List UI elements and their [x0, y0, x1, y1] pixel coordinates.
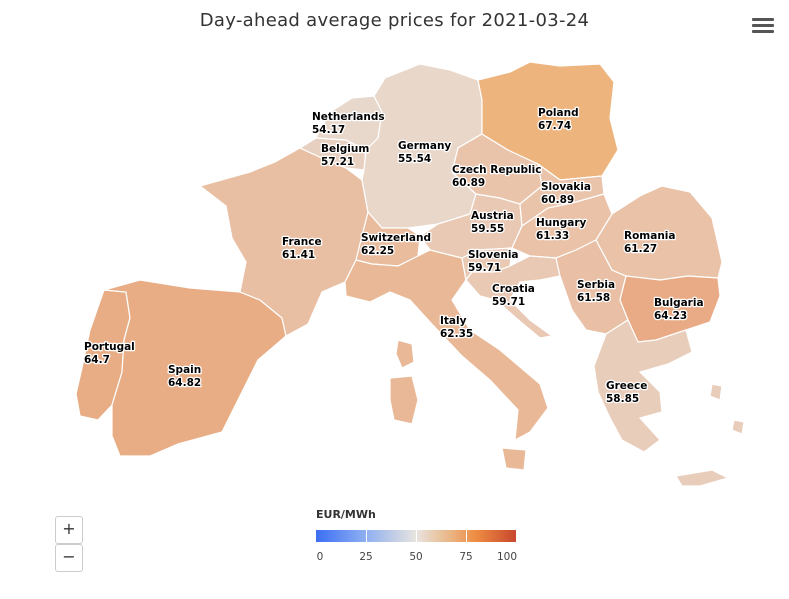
country-name-label: Slovenia: [468, 249, 519, 261]
country-price-label: 54.17: [312, 124, 345, 136]
country-name-label: Hungary: [536, 217, 587, 229]
country-name-label: Switzerland: [361, 232, 431, 244]
legend-title: EUR/MWh: [316, 508, 376, 521]
country-name-label: Serbia: [577, 279, 615, 291]
country-name-label: Slovakia: [541, 181, 591, 193]
country-name-label: Austria: [471, 210, 514, 222]
country-price-label: 61.58: [577, 292, 610, 304]
country-price-label: 64.7: [84, 354, 110, 366]
country-price-label: 67.74: [538, 120, 571, 132]
country-price-label: 61.41: [282, 249, 315, 261]
country-name-label: Netherlands: [312, 111, 385, 123]
country-price-label: 60.89: [452, 177, 485, 189]
country-price-label: 59.71: [492, 296, 525, 308]
legend-tick-mark: [366, 530, 367, 542]
zoom-in-button[interactable]: +: [55, 516, 83, 544]
country-price-label: 61.27: [624, 243, 657, 255]
country-price-label: 57.21: [321, 156, 354, 168]
country-price-label: 55.54: [398, 153, 431, 165]
country-price-label: 62.25: [361, 245, 394, 257]
country-price-label: 58.85: [606, 393, 639, 405]
country-name-label: Poland: [538, 107, 579, 119]
country-price-label: 60.89: [541, 194, 574, 206]
country-price-label: 59.71: [468, 262, 501, 274]
country-greece[interactable]: [593, 319, 745, 487]
legend-tick-mark: [466, 530, 467, 542]
country-name-label: Romania: [624, 230, 676, 242]
country-name-label: Germany: [398, 140, 451, 152]
legend-tick-label: 75: [459, 551, 473, 563]
country-name-label: Italy: [440, 315, 467, 327]
country-name-label: Spain: [168, 364, 201, 376]
country-croatia[interactable]: [465, 255, 561, 339]
country-bulgaria[interactable]: [619, 275, 721, 343]
country-price-label: 64.82: [168, 377, 201, 389]
legend-tick-label: 100: [496, 551, 518, 563]
zoom-out-button[interactable]: −: [55, 544, 83, 572]
country-name-label: Greece: [606, 380, 647, 392]
country-italy[interactable]: [344, 249, 549, 471]
country-name-label: France: [282, 236, 322, 248]
country-price-label: 61.33: [536, 230, 569, 242]
country-name-label: Bulgaria: [654, 297, 704, 309]
country-name-label: Czech Republic: [452, 164, 541, 176]
hamburger-menu-icon[interactable]: [752, 18, 774, 38]
legend-tick-label: 0: [316, 551, 324, 563]
country-name-label: Croatia: [492, 283, 535, 295]
country-price-label: 62.35: [440, 328, 473, 340]
legend-tick-label: 50: [409, 551, 423, 563]
country-price-label: 59.55: [471, 223, 504, 235]
country-name-label: Portugal: [84, 341, 135, 353]
country-price-label: 64.23: [654, 310, 687, 322]
legend-tick-label: 25: [359, 551, 373, 563]
country-name-label: Belgium: [321, 143, 369, 155]
legend-tick-mark: [416, 530, 417, 542]
country-poland[interactable]: [477, 61, 619, 181]
chart-title: Day-ahead average prices for 2021-03-24: [199, 10, 590, 31]
